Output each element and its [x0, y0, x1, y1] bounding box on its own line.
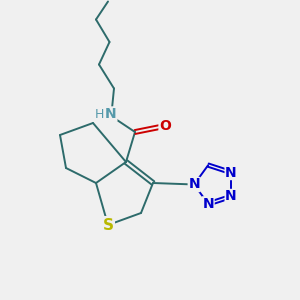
Text: O: O	[159, 119, 171, 133]
Text: H: H	[95, 107, 104, 121]
Text: N: N	[202, 197, 214, 211]
Text: N: N	[105, 107, 117, 121]
Text: N: N	[188, 178, 200, 191]
Text: N: N	[225, 190, 237, 203]
Text: S: S	[103, 218, 113, 232]
Text: N: N	[225, 166, 237, 179]
